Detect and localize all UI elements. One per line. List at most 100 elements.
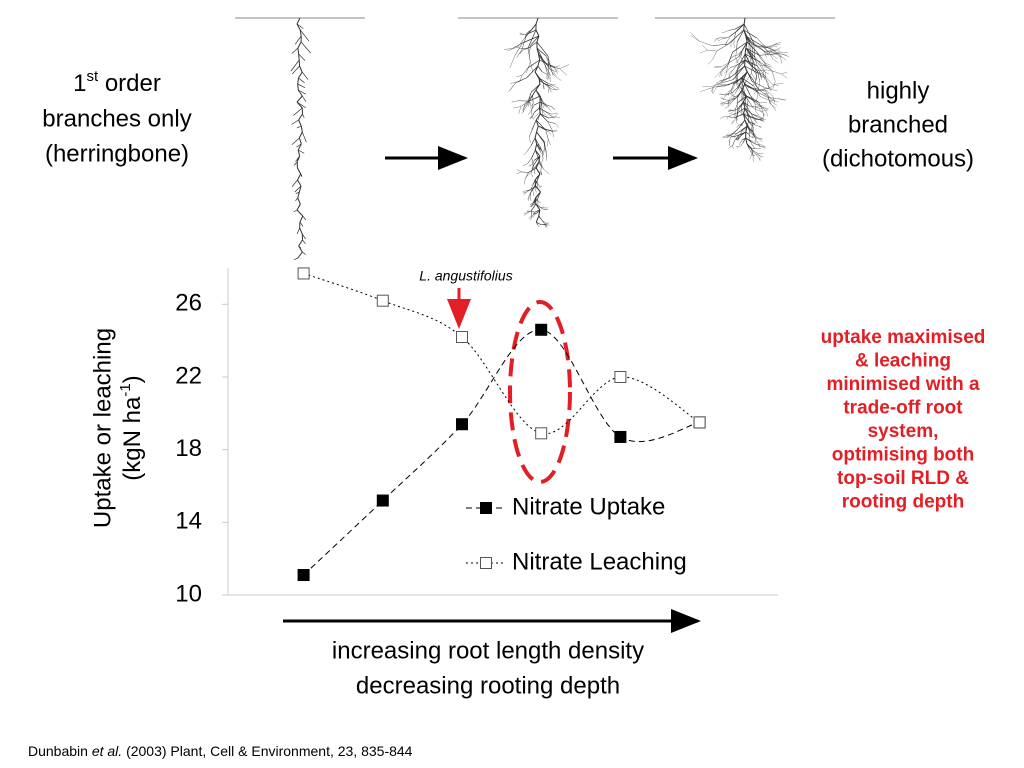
root xyxy=(748,121,755,126)
root xyxy=(737,101,744,110)
root xyxy=(545,222,548,225)
root xyxy=(733,113,736,118)
root xyxy=(538,101,541,109)
root xyxy=(550,69,557,72)
root xyxy=(530,215,532,221)
root xyxy=(728,110,733,112)
root xyxy=(760,46,768,48)
text: et al. xyxy=(92,743,122,759)
root xyxy=(531,164,534,170)
root xyxy=(522,191,527,194)
root xyxy=(545,111,552,115)
root xyxy=(512,42,523,49)
root xyxy=(744,65,758,74)
root xyxy=(727,77,743,86)
bottom-label: increasing root length density decreasing… xyxy=(332,637,644,699)
root xyxy=(296,95,303,103)
root xyxy=(542,220,547,224)
root xyxy=(523,191,527,196)
root xyxy=(559,68,567,76)
root xyxy=(720,93,726,96)
root xyxy=(745,35,762,46)
root xyxy=(535,113,541,121)
root xyxy=(297,143,302,151)
root xyxy=(296,23,301,31)
root xyxy=(752,159,755,163)
annotation: L. angustifolius xyxy=(419,268,512,284)
root xyxy=(755,87,758,89)
root xyxy=(528,167,537,173)
point-marker xyxy=(376,294,389,307)
root xyxy=(751,149,756,155)
root xyxy=(525,23,537,37)
root xyxy=(745,131,750,135)
root xyxy=(740,139,743,143)
root xyxy=(772,83,780,87)
root xyxy=(766,111,769,117)
root xyxy=(741,71,748,79)
root xyxy=(532,212,535,214)
root xyxy=(768,52,776,54)
root xyxy=(727,88,734,93)
root xyxy=(738,89,743,96)
root xyxy=(773,49,780,51)
root xyxy=(779,55,787,61)
root xyxy=(302,251,306,255)
right-label-line: branched xyxy=(848,111,948,138)
root xyxy=(528,95,541,102)
root xyxy=(751,73,756,81)
root xyxy=(526,145,532,152)
root xyxy=(535,215,540,223)
root xyxy=(742,101,746,109)
root xyxy=(295,197,299,201)
root xyxy=(748,139,752,142)
root xyxy=(764,75,773,85)
root xyxy=(522,47,530,51)
root xyxy=(727,67,731,72)
point-marker xyxy=(297,569,310,582)
root xyxy=(737,56,741,61)
root xyxy=(297,41,302,49)
series-line xyxy=(303,329,700,576)
root xyxy=(521,171,529,173)
root xyxy=(771,49,781,56)
root xyxy=(297,149,301,157)
root xyxy=(763,71,769,75)
root xyxy=(754,124,759,127)
root xyxy=(711,82,722,87)
root xyxy=(527,196,531,200)
root xyxy=(728,28,736,31)
root xyxy=(712,87,714,93)
root xyxy=(524,151,528,156)
root xyxy=(548,64,555,69)
root xyxy=(767,85,773,91)
root xyxy=(720,62,729,68)
root xyxy=(765,63,771,66)
root xyxy=(746,41,757,52)
root xyxy=(762,107,769,111)
root xyxy=(296,155,301,163)
root xyxy=(545,104,552,107)
root xyxy=(771,70,776,82)
root xyxy=(741,77,746,85)
point-marker xyxy=(614,371,627,383)
root xyxy=(727,98,730,105)
root xyxy=(745,137,752,143)
root xyxy=(728,145,733,149)
root xyxy=(545,130,549,139)
root xyxy=(538,209,541,217)
root xyxy=(524,172,529,180)
root xyxy=(712,88,716,94)
root xyxy=(525,32,528,37)
root xyxy=(752,123,756,125)
root xyxy=(550,67,557,76)
root xyxy=(528,110,532,115)
root xyxy=(511,100,519,103)
root xyxy=(745,35,748,43)
root xyxy=(761,144,765,147)
root xyxy=(732,96,739,101)
root xyxy=(749,156,751,160)
root xyxy=(534,173,541,181)
root xyxy=(301,131,307,143)
root xyxy=(510,81,519,84)
